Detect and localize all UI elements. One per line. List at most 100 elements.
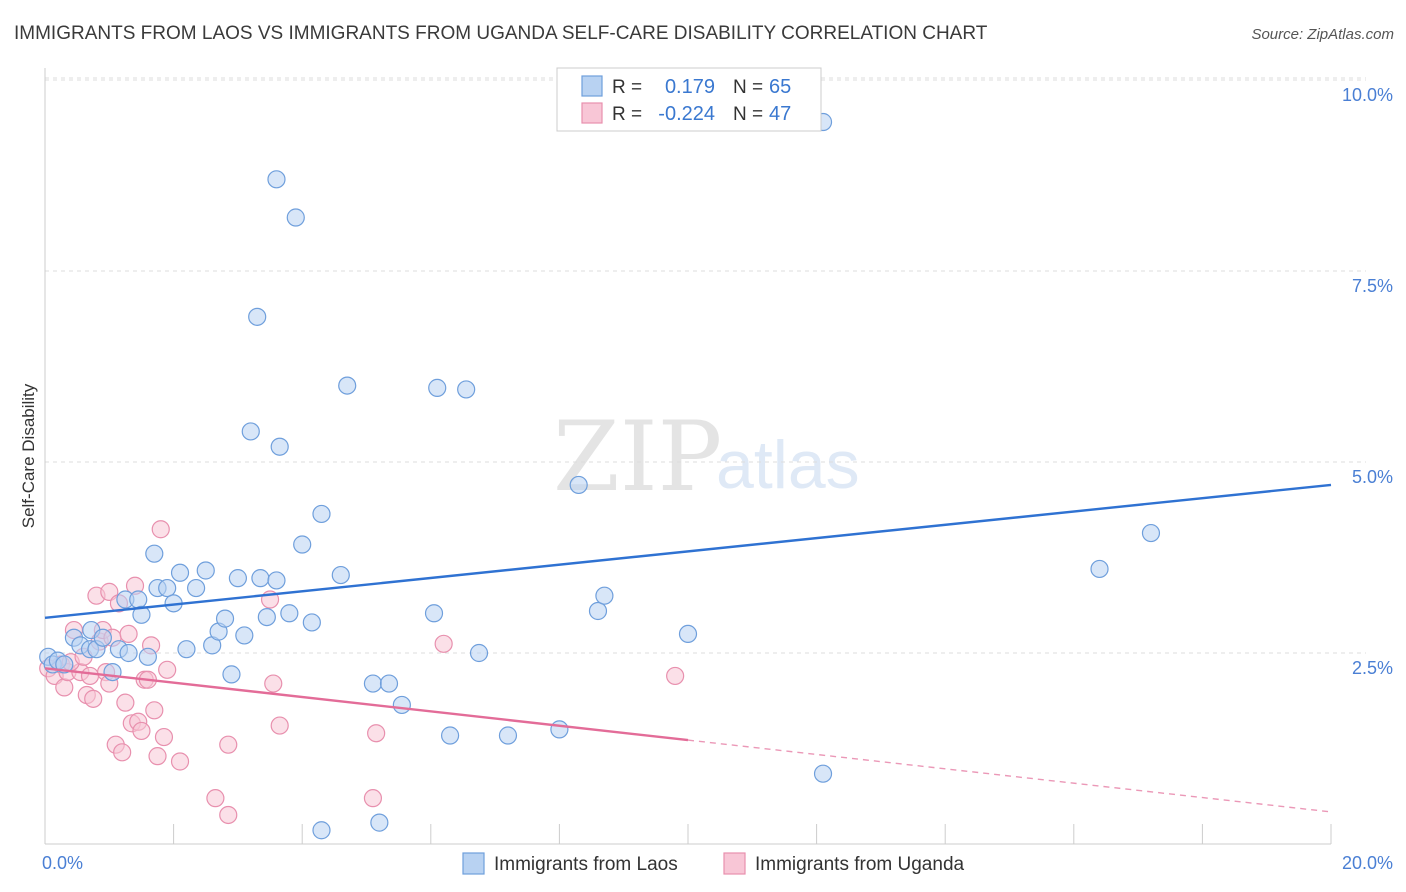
point-laos-53 xyxy=(457,380,476,399)
point-uganda-43 xyxy=(666,666,685,686)
point-laos-28 xyxy=(222,665,241,684)
point-uganda-28 xyxy=(145,701,164,720)
stats-legend-r-label-uganda: R = xyxy=(612,104,642,125)
point-laos-29 xyxy=(228,569,247,588)
point-laos-54 xyxy=(469,643,489,663)
point-uganda-8 xyxy=(80,666,100,686)
point-laos-57 xyxy=(569,475,588,495)
point-laos-22 xyxy=(177,640,196,659)
point-laos-63 xyxy=(1090,559,1109,579)
point-laos-31 xyxy=(241,422,260,441)
point-laos-39 xyxy=(286,208,305,227)
stats-legend-r-label-laos: R = xyxy=(612,77,642,98)
point-laos-23 xyxy=(187,578,206,598)
stats-legend-n-value-uganda: 47 xyxy=(769,103,791,125)
trend-line-uganda-extension xyxy=(687,739,1332,813)
point-uganda-3 xyxy=(55,678,74,697)
point-laos-32 xyxy=(248,307,267,326)
chart-title: IMMIGRANTS FROM LAOS VS IMMIGRANTS FROM … xyxy=(14,23,988,44)
point-laos-33 xyxy=(251,569,270,588)
series-legend: Immigrants from Laos Immigrants from Uga… xyxy=(462,852,965,875)
y-tick-label-0: 2.5% xyxy=(1352,658,1393,678)
point-uganda-32 xyxy=(158,660,177,679)
point-uganda-18 xyxy=(113,743,132,762)
point-laos-41 xyxy=(302,613,321,632)
point-uganda-30 xyxy=(151,520,170,539)
point-uganda-31 xyxy=(154,727,174,747)
point-laos-15 xyxy=(132,605,151,624)
point-uganda-35 xyxy=(219,805,238,825)
axes xyxy=(44,68,1332,845)
trend-line-uganda xyxy=(44,667,689,742)
point-laos-42 xyxy=(312,504,331,524)
point-laos-40 xyxy=(293,535,312,554)
point-laos-59 xyxy=(595,586,614,605)
point-uganda-38 xyxy=(264,674,283,693)
stats-legend-r-value-uganda: -0.224 xyxy=(658,103,715,125)
stats-legend: R = 0.179 N = 65 R = -0.224 N = 47 xyxy=(556,67,822,132)
trend-lines xyxy=(44,483,1332,813)
point-laos-17 xyxy=(145,544,164,563)
stats-legend-n-label-uganda: N = xyxy=(733,104,763,125)
point-laos-27 xyxy=(215,609,235,628)
point-laos-55 xyxy=(498,726,518,745)
point-laos-9 xyxy=(93,628,112,647)
point-laos-36 xyxy=(270,437,289,456)
point-laos-56 xyxy=(550,720,569,739)
point-laos-62 xyxy=(813,764,833,783)
point-laos-64 xyxy=(1141,523,1161,543)
point-laos-34 xyxy=(257,607,276,627)
point-laos-30 xyxy=(235,626,254,645)
y-axis-label: Self-Care Disability xyxy=(19,383,38,528)
point-uganda-24 xyxy=(132,721,151,741)
x-tick-label-1: 20.0% xyxy=(1342,853,1393,873)
point-laos-13 xyxy=(119,643,138,663)
point-laos-37 xyxy=(267,170,286,189)
y-tick-label-3: 10.0% xyxy=(1342,85,1393,105)
point-uganda-20 xyxy=(119,624,138,644)
point-laos-60 xyxy=(678,624,698,644)
tick-labels: 2.5% 5.0% 7.5% 10.0% 0.0% 20.0% xyxy=(42,85,1393,873)
watermark-atlas: atlas xyxy=(716,427,860,503)
stats-legend-swatch-laos xyxy=(581,75,603,97)
series-uganda-points xyxy=(39,520,685,825)
legend-label-laos: Immigrants from Laos xyxy=(494,854,678,875)
point-laos-3 xyxy=(55,655,74,674)
point-laos-14 xyxy=(129,590,148,609)
point-laos-24 xyxy=(196,561,215,580)
point-laos-35 xyxy=(267,571,286,590)
point-uganda-40 xyxy=(363,789,383,808)
stats-legend-n-value-laos: 65 xyxy=(769,76,791,98)
point-uganda-34 xyxy=(206,789,225,808)
point-laos-52 xyxy=(440,726,460,745)
point-laos-16 xyxy=(138,647,157,666)
point-uganda-41 xyxy=(367,724,386,743)
point-laos-10 xyxy=(103,662,122,682)
trend-line-laos xyxy=(44,483,1332,620)
point-laos-21 xyxy=(170,563,190,582)
point-laos-44 xyxy=(331,565,350,585)
point-uganda-29 xyxy=(148,747,167,766)
legend-swatch-laos xyxy=(462,852,485,875)
point-laos-19 xyxy=(158,578,177,598)
point-laos-45 xyxy=(338,376,357,395)
stats-legend-n-label-laos: N = xyxy=(733,77,763,98)
legend-label-uganda: Immigrants from Uganda xyxy=(755,854,965,875)
point-uganda-9 xyxy=(84,689,103,708)
point-laos-49 xyxy=(392,695,411,715)
point-uganda-36 xyxy=(219,735,238,754)
point-laos-50 xyxy=(424,604,444,623)
point-uganda-42 xyxy=(434,634,453,653)
stats-legend-r-value-laos: 0.179 xyxy=(665,76,715,98)
point-laos-51 xyxy=(428,378,447,397)
grid-lines xyxy=(45,77,1366,654)
point-laos-48 xyxy=(379,674,399,693)
point-laos-58 xyxy=(588,601,608,621)
legend-swatch-uganda xyxy=(723,852,746,875)
point-laos-43 xyxy=(312,821,331,840)
point-uganda-33 xyxy=(170,752,190,771)
point-laos-38 xyxy=(280,604,299,623)
y-tick-label-1: 5.0% xyxy=(1352,467,1393,487)
point-uganda-19 xyxy=(116,693,135,712)
